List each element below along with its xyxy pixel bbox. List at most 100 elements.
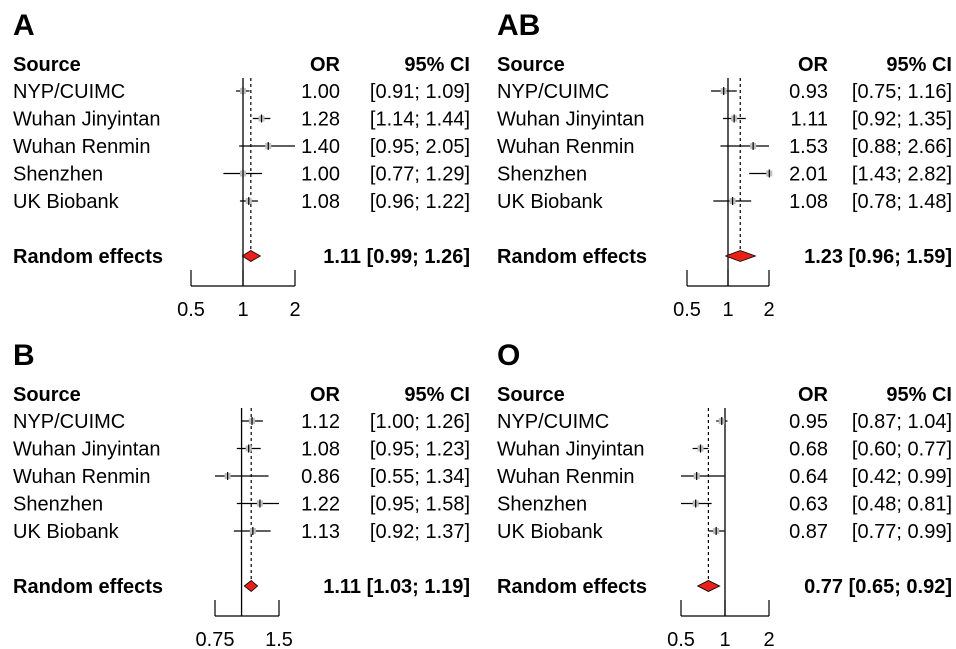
- panel-o-or-value-4: 0.87: [789, 521, 828, 543]
- panel-b-ci-value-2: [0.55; 1.34]: [370, 466, 470, 488]
- panel-b-ci-value-3: [0.95; 1.58]: [370, 494, 470, 516]
- panel-b-source-1: Wuhan Jinyintan: [13, 439, 161, 461]
- panel-a-ci-value-4: [0.96; 1.22]: [370, 191, 470, 213]
- panel-ab-ci-value-2: [0.88; 2.66]: [852, 136, 952, 158]
- panel-a-source-0: NYP/CUIMC: [13, 81, 125, 103]
- panel-o-ci-header: 95% CI: [886, 384, 952, 406]
- panel-ab-ci-value-0: [0.75; 1.16]: [852, 81, 952, 103]
- panel-o-x-tick-label-0: 0.5: [667, 629, 695, 649]
- panel-ab-x-tick-label-1: 1: [722, 299, 733, 321]
- panel-ab-or-value-3: 2.01: [789, 164, 828, 186]
- panel-a-or-value-4: 1.08: [301, 191, 340, 213]
- panel-b-source-0: NYP/CUIMC: [13, 411, 125, 433]
- panel-o-or-value-2: 0.64: [789, 466, 828, 488]
- panel-ab-or-value-2: 1.53: [789, 136, 828, 158]
- panel-ab-summary-diamond: [724, 250, 757, 262]
- panel-o-summary-diamond: [696, 580, 721, 592]
- panel-a-ci-value-2: [0.95; 2.05]: [370, 136, 470, 158]
- panel-ab-source-0: NYP/CUIMC: [497, 81, 609, 103]
- panel-ab-or-value-1: 1.11: [791, 109, 828, 131]
- panel-a-source-header: Source: [13, 54, 81, 76]
- panel-o-source-3: Shenzhen: [497, 494, 587, 516]
- panel-a-source-1: Wuhan Jinyintan: [13, 109, 161, 131]
- panel-ab-x-tick-label-2: 2: [763, 299, 774, 321]
- panel-b-summary-value: 1.11 [1.03; 1.19]: [323, 576, 470, 598]
- panel-b-or-value-1: 1.08: [301, 439, 340, 461]
- panel-a-x-tick-label-1: 1: [237, 299, 248, 321]
- panel-o-or-value-0: 0.95: [789, 411, 828, 433]
- panel-ab-ci-value-3: [1.43; 2.82]: [852, 164, 952, 186]
- panel-o-summary-label: Random effects: [497, 576, 647, 598]
- panel-o-or-header: OR: [798, 384, 829, 406]
- panel-ab-source-3: Shenzhen: [497, 164, 587, 186]
- panel-a-label: A: [13, 9, 35, 42]
- panel-ab-x-tick-label-0: 0.5: [673, 299, 701, 321]
- panel-ab-summary-label: Random effects: [497, 246, 647, 268]
- panel-o-source-1: Wuhan Jinyintan: [497, 439, 645, 461]
- panel-o-x-tick-label-1: 1: [719, 629, 730, 649]
- panel-o-or-value-3: 0.63: [789, 494, 828, 516]
- panel-b-or-header: OR: [310, 384, 341, 406]
- panel-b-ci-header: 95% CI: [404, 384, 470, 406]
- panel-b-x-tick-label-0: 0.75: [196, 629, 235, 649]
- panel-b-summary-diamond: [243, 579, 259, 593]
- panel-a-source-2: Wuhan Renmin: [13, 136, 150, 158]
- panel-o-source-header: Source: [497, 384, 565, 406]
- panel-o-ci-value-4: [0.77; 0.99]: [852, 521, 952, 543]
- panel-o-ci-value-2: [0.42; 0.99]: [852, 466, 952, 488]
- panel-ab-label: AB: [497, 9, 540, 42]
- panel-b-label: B: [13, 339, 35, 372]
- panel-a-or-header: OR: [310, 54, 341, 76]
- panel-b-or-value-0: 1.12: [301, 411, 340, 433]
- panel-a-summary-label: Random effects: [13, 246, 163, 268]
- panel-a-x-tick-label-2: 2: [289, 299, 300, 321]
- panel-ab-ci-header: 95% CI: [886, 54, 952, 76]
- panel-a-ci-value-1: [1.14; 1.44]: [370, 109, 470, 131]
- panel-b-ci-value-0: [1.00; 1.26]: [370, 411, 470, 433]
- panel-b-source-header: Source: [13, 384, 81, 406]
- panel-b-x-tick-label-1: 1.5: [265, 629, 293, 649]
- panel-b-or-value-2: 0.86: [301, 466, 340, 488]
- panel-b-summary-label: Random effects: [13, 576, 163, 598]
- panel-ab-source-1: Wuhan Jinyintan: [497, 109, 645, 131]
- panel-b-or-value-3: 1.22: [301, 494, 340, 516]
- panel-b-or-value-4: 1.13: [301, 521, 340, 543]
- panel-o-ci-value-0: [0.87; 1.04]: [852, 411, 952, 433]
- panel-o-or-value-1: 0.68: [789, 439, 828, 461]
- panel-o-source-4: UK Biobank: [497, 521, 604, 543]
- panel-o-x-tick-label-2: 2: [763, 629, 774, 649]
- panel-a-summary-diamond: [241, 250, 262, 262]
- panel-ab-source-header: Source: [497, 54, 565, 76]
- panel-b-ci-value-4: [0.92; 1.37]: [370, 521, 470, 543]
- panel-ab-or-header: OR: [798, 54, 829, 76]
- panel-b-source-2: Wuhan Renmin: [13, 466, 150, 488]
- panel-a-or-value-3: 1.00: [301, 164, 340, 186]
- panel-a-ci-value-0: [0.91; 1.09]: [370, 81, 470, 103]
- panel-a-or-value-2: 1.40: [301, 136, 340, 158]
- panel-a-x-tick-label-0: 0.5: [177, 299, 205, 321]
- panel-ab-source-4: UK Biobank: [497, 191, 604, 213]
- panel-o-summary-value: 0.77 [0.65; 0.92]: [804, 576, 952, 598]
- panel-o-ci-value-1: [0.60; 0.77]: [852, 439, 952, 461]
- panel-ab-source-2: Wuhan Renmin: [497, 136, 634, 158]
- panel-b-ci-value-1: [0.95; 1.23]: [370, 439, 470, 461]
- panel-a-or-value-0: 1.00: [301, 81, 340, 103]
- panel-a-ci-header: 95% CI: [404, 54, 470, 76]
- panel-a-ci-value-3: [0.77; 1.29]: [370, 164, 470, 186]
- panel-o-ci-value-3: [0.48; 0.81]: [852, 494, 952, 516]
- panel-a-source-4: UK Biobank: [13, 191, 120, 213]
- panel-b-source-3: Shenzhen: [13, 494, 103, 516]
- panel-ab-ci-value-4: [0.78; 1.48]: [852, 191, 952, 213]
- panel-b-source-4: UK Biobank: [13, 521, 120, 543]
- panel-o-source-0: NYP/CUIMC: [497, 411, 609, 433]
- panel-o-label: O: [497, 339, 520, 372]
- panel-ab-or-value-4: 1.08: [789, 191, 828, 213]
- panel-ab-summary-value: 1.23 [0.96; 1.59]: [804, 246, 952, 268]
- panel-a-or-value-1: 1.28: [301, 109, 340, 131]
- panel-ab-or-value-0: 0.93: [789, 81, 828, 103]
- panel-o-source-2: Wuhan Renmin: [497, 466, 634, 488]
- panel-ab-ci-value-1: [0.92; 1.35]: [852, 109, 952, 131]
- panel-a-summary-value: 1.11 [0.99; 1.26]: [323, 246, 470, 268]
- panel-a-source-3: Shenzhen: [13, 164, 103, 186]
